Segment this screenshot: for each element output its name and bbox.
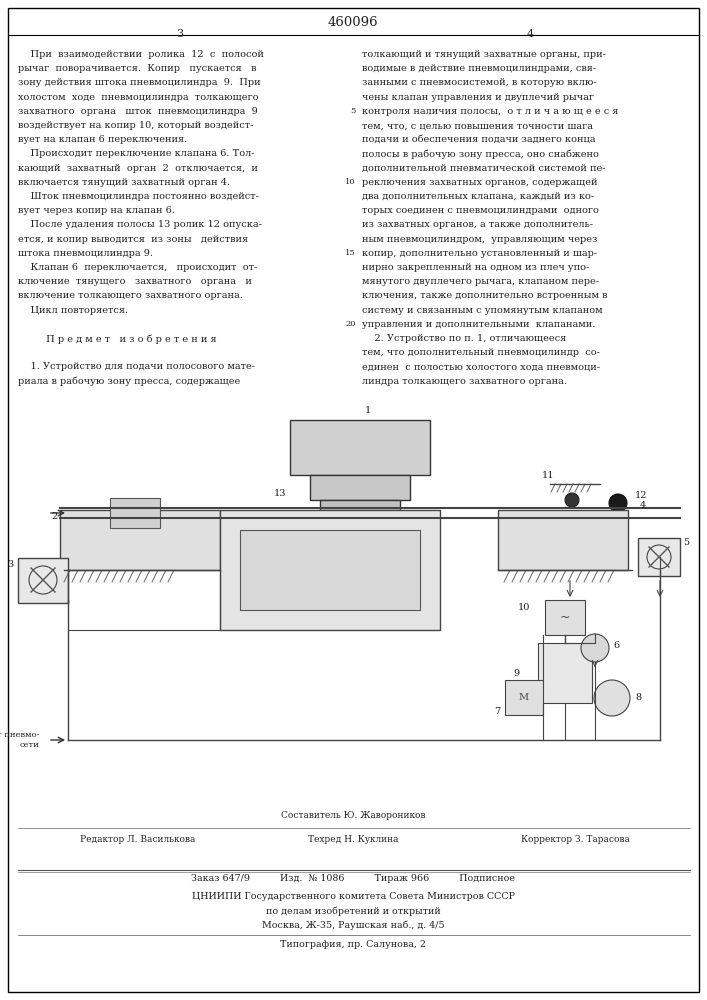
- Bar: [240, 530, 420, 610]
- Text: 460096: 460096: [327, 15, 378, 28]
- Text: Шток пневмоцилиндра постоянно воздейст-: Шток пневмоцилиндра постоянно воздейст-: [18, 192, 259, 201]
- Text: вует через копир на клапан 6.: вует через копир на клапан 6.: [18, 206, 175, 215]
- Text: 9: 9: [514, 668, 520, 678]
- Text: 10: 10: [518, 603, 530, 612]
- Text: по делам изобретений и открытий: по делам изобретений и открытий: [266, 906, 440, 916]
- Text: 5: 5: [351, 107, 356, 115]
- Bar: [220, 510, 440, 630]
- Bar: [310, 475, 410, 500]
- Text: 10: 10: [346, 178, 356, 186]
- Text: систему и связанным с упомянутым клапаном: систему и связанным с упомянутым клапано…: [362, 306, 602, 315]
- Text: 2: 2: [52, 512, 58, 521]
- Text: Редактор Л. Василькова: Редактор Л. Василькова: [80, 835, 195, 844]
- Bar: [60, 510, 220, 570]
- Text: единен  с полостью холостого хода пневмоци-: единен с полостью холостого хода пневмоц…: [362, 362, 600, 371]
- Text: 3: 3: [8, 560, 14, 569]
- Bar: [538, 643, 592, 703]
- Text: подачи и обеспечения подачи заднего конца: подачи и обеспечения подачи заднего конц…: [362, 135, 595, 144]
- Text: Происходит переключение клапана 6. Тол-: Происходит переключение клапана 6. Тол-: [18, 149, 255, 158]
- Text: От пневмо-
сети: От пневмо- сети: [0, 731, 40, 749]
- Text: зону действия штока пневмоцилиндра  9.  При: зону действия штока пневмоцилиндра 9. Пр…: [18, 78, 261, 87]
- Text: Корректор З. Тарасова: Корректор З. Тарасова: [521, 835, 630, 844]
- Bar: [18, 558, 68, 603]
- Text: Техред Н. Куклина: Техред Н. Куклина: [308, 835, 398, 844]
- Bar: [638, 538, 680, 576]
- Text: два дополнительных клапана, каждый из ко-: два дополнительных клапана, каждый из ко…: [362, 192, 594, 201]
- Text: мянутого двуплечего рычага, клапаном пере-: мянутого двуплечего рычага, клапаном пер…: [362, 277, 599, 286]
- Text: Цикл повторяется.: Цикл повторяется.: [18, 306, 128, 315]
- Text: дополнительной пневматической системой пе-: дополнительной пневматической системой п…: [362, 164, 605, 173]
- Text: Заказ 647/9          Изд.  № 1086          Тираж 966          Подписное: Заказ 647/9 Изд. № 1086 Тираж 966 Подпис…: [191, 874, 515, 883]
- Text: толкающий и тянущий захватные органы, при-: толкающий и тянущий захватные органы, пр…: [362, 50, 606, 59]
- Text: воздействует на копир 10, который воздейст-: воздействует на копир 10, который воздей…: [18, 121, 253, 130]
- Text: После удаления полосы 13 ролик 12 опуска-: После удаления полосы 13 ролик 12 опуска…: [18, 220, 262, 229]
- Bar: [498, 510, 628, 570]
- Text: реключения захватных органов, содержащей: реключения захватных органов, содержащей: [362, 178, 597, 187]
- Text: ключения, также дополнительно встроенным в: ключения, также дополнительно встроенным…: [362, 291, 607, 300]
- Text: 1. Устройство для подачи полосового мате-: 1. Устройство для подачи полосового мате…: [18, 362, 255, 371]
- Text: 7: 7: [493, 708, 500, 716]
- Text: ~: ~: [560, 610, 571, 624]
- Text: 20: 20: [346, 320, 356, 328]
- Text: 4: 4: [640, 500, 646, 510]
- Text: М: М: [519, 692, 529, 702]
- Circle shape: [581, 634, 609, 662]
- Text: риала в рабочую зону пресса, содержащее: риала в рабочую зону пресса, содержащее: [18, 377, 240, 386]
- Text: Москва, Ж-35, Раушская наб., д. 4/5: Москва, Ж-35, Раушская наб., д. 4/5: [262, 920, 444, 930]
- Text: чены клапан управления и двуплечий рычаг: чены клапан управления и двуплечий рычаг: [362, 93, 594, 102]
- Text: тем, что, с целью повышения точности шага: тем, что, с целью повышения точности шаг…: [362, 121, 593, 130]
- Text: 6: 6: [613, 641, 619, 650]
- Text: линдра толкающего захватного органа.: линдра толкающего захватного органа.: [362, 377, 567, 386]
- Text: полосы в рабочую зону пресса, оно снабжено: полосы в рабочую зону пресса, оно снабже…: [362, 149, 599, 159]
- Text: Типография, пр. Салунова, 2: Типография, пр. Салунова, 2: [280, 940, 426, 949]
- Text: рычаг  поворачивается.  Копир   пускается   в: рычаг поворачивается. Копир пускается в: [18, 64, 257, 73]
- Text: 15: 15: [345, 249, 356, 257]
- Text: При  взаимодействии  ролика  12  с  полосой: При взаимодействии ролика 12 с полосой: [18, 50, 264, 59]
- Text: включается тянущий захватный орган 4.: включается тянущий захватный орган 4.: [18, 178, 230, 187]
- Bar: [545, 600, 585, 635]
- Text: ным пневмоцилиндром,  управляющим через: ным пневмоцилиндром, управляющим через: [362, 235, 597, 244]
- Text: контроля наличия полосы,  о т л и ч а ю щ е е с я: контроля наличия полосы, о т л и ч а ю щ…: [362, 107, 619, 116]
- Text: нирно закрепленный на одном из плеч упо-: нирно закрепленный на одном из плеч упо-: [362, 263, 589, 272]
- Text: кающий  захватный  орган  2  отключается,  и: кающий захватный орган 2 отключается, и: [18, 164, 258, 173]
- Circle shape: [565, 493, 579, 507]
- Text: копир, дополнительно установленный и шар-: копир, дополнительно установленный и шар…: [362, 249, 597, 258]
- Text: 5: 5: [683, 538, 689, 547]
- Text: вует на клапан 6 переключения.: вует на клапан 6 переключения.: [18, 135, 187, 144]
- Text: 12: 12: [635, 491, 648, 500]
- Text: ключение  тянущего   захватного   органа   и: ключение тянущего захватного органа и: [18, 277, 252, 286]
- Text: торых соединен с пневмоцилиндрами  одного: торых соединен с пневмоцилиндрами одного: [362, 206, 599, 215]
- Circle shape: [609, 494, 627, 512]
- Text: ется, и копир выводится  из зоны   действия: ется, и копир выводится из зоны действия: [18, 235, 248, 244]
- Text: занными с пневмосистемой, в которую вклю-: занными с пневмосистемой, в которую вклю…: [362, 78, 597, 87]
- Text: ЦНИИПИ Государственного комитета Совета Министров СССР: ЦНИИПИ Государственного комитета Совета …: [192, 892, 515, 901]
- Text: из захватных органов, а также дополнитель-: из захватных органов, а также дополнител…: [362, 220, 593, 229]
- Bar: [505, 680, 543, 715]
- Bar: [290, 420, 430, 475]
- Text: 1: 1: [365, 406, 371, 415]
- Text: тем, что дополнительный пневмоцилиндр  со-: тем, что дополнительный пневмоцилиндр со…: [362, 348, 600, 357]
- Bar: [320, 500, 400, 515]
- Circle shape: [594, 680, 630, 716]
- Text: Клапан 6  переключается,   происходит  от-: Клапан 6 переключается, происходит от-: [18, 263, 257, 272]
- Bar: [110, 498, 160, 528]
- Text: 4: 4: [527, 29, 534, 39]
- Text: штока пневмоцилиндра 9.: штока пневмоцилиндра 9.: [18, 249, 153, 258]
- Text: захватного  органа   шток  пневмоцилиндра  9: захватного органа шток пневмоцилиндра 9: [18, 107, 258, 116]
- Text: П р е д м е т   и з о б р е т е н и я: П р е д м е т и з о б р е т е н и я: [18, 334, 216, 344]
- Text: водимые в действие пневмоцилиндрами, свя-: водимые в действие пневмоцилиндрами, свя…: [362, 64, 596, 73]
- Text: 11: 11: [542, 471, 554, 480]
- Text: включение толкающего захватного органа.: включение толкающего захватного органа.: [18, 291, 243, 300]
- Text: управления и дополнительными  клапанами.: управления и дополнительными клапанами.: [362, 320, 595, 329]
- Text: 13: 13: [274, 489, 286, 498]
- Text: 3: 3: [177, 29, 184, 39]
- Text: Составитель Ю. Жавороников: Составитель Ю. Жавороников: [281, 811, 425, 820]
- Text: 2. Устройство по п. 1, отличающееся: 2. Устройство по п. 1, отличающееся: [362, 334, 566, 343]
- Text: холостом  ходе  пневмоцилиндра  толкающего: холостом ходе пневмоцилиндра толкающего: [18, 93, 259, 102]
- Text: 8: 8: [635, 694, 641, 702]
